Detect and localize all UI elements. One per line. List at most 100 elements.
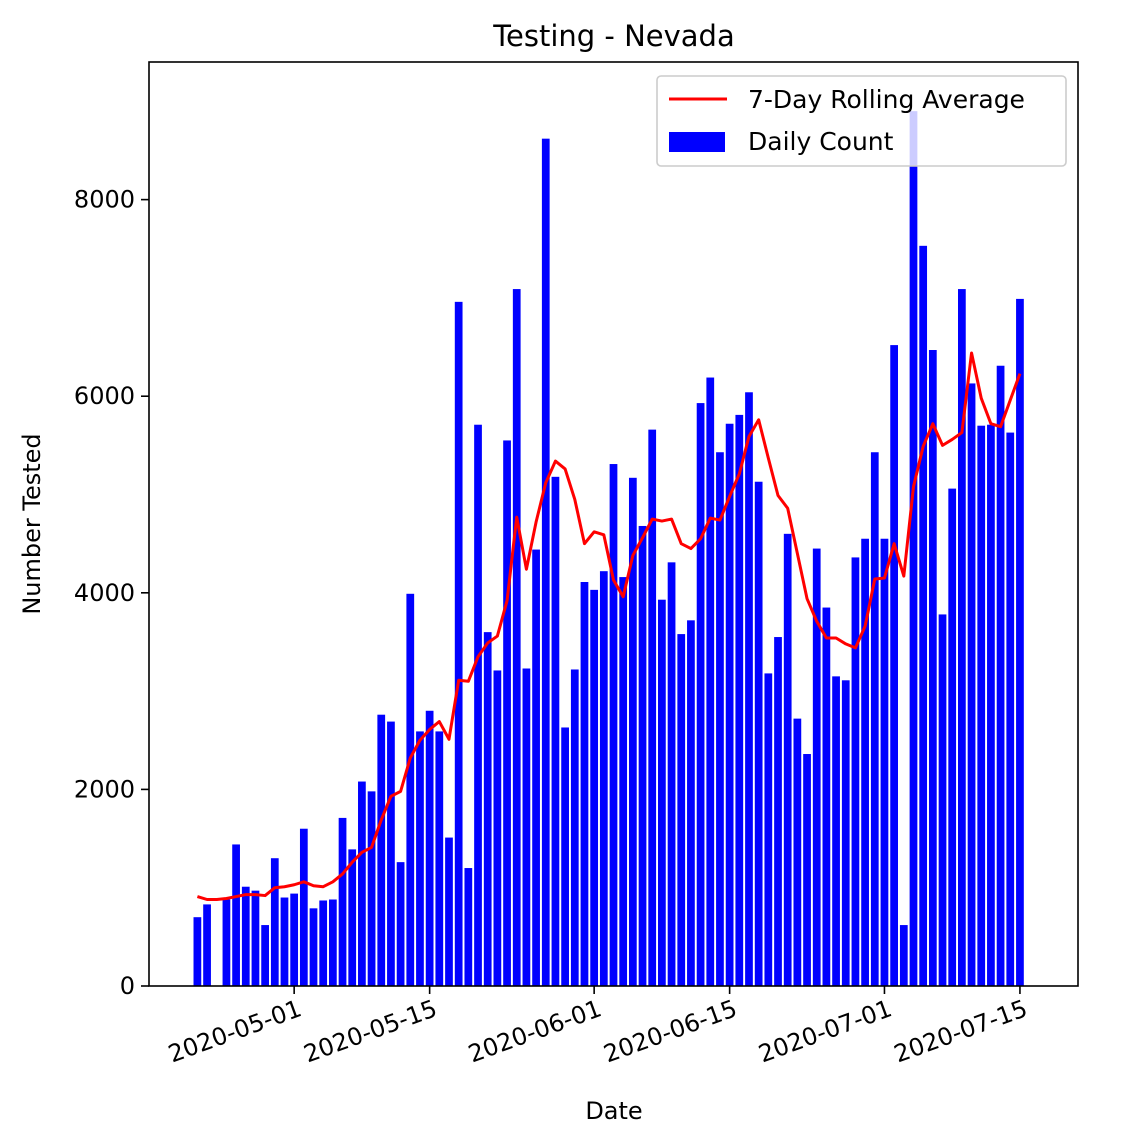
bar-daily-count <box>812 548 821 986</box>
legend: 7-Day Rolling Average Daily Count <box>656 75 1067 167</box>
bar-daily-count <box>416 731 424 986</box>
bar-daily-count <box>270 858 279 986</box>
bar-daily-count <box>628 477 637 986</box>
bar-daily-count <box>764 673 773 986</box>
bar-daily-count <box>358 781 366 986</box>
bar-daily-count <box>948 488 957 986</box>
bar-daily-count <box>203 904 211 986</box>
bar-daily-count <box>977 425 986 986</box>
bar-daily-count <box>928 350 937 986</box>
bar-daily-count <box>387 721 395 986</box>
bar-daily-count <box>938 614 947 986</box>
bar-daily-count <box>841 680 850 986</box>
bar-daily-count <box>774 637 782 986</box>
bar-daily-count <box>667 562 676 986</box>
bar-daily-count <box>706 377 715 986</box>
y-tick-label: 6000 <box>74 382 135 410</box>
bar-daily-count <box>958 289 966 986</box>
chart-title: Testing - Nevada <box>492 19 735 53</box>
bar-daily-count <box>919 245 928 986</box>
legend-bar-swatch <box>669 132 725 152</box>
bar-daily-count <box>899 925 908 986</box>
bar-daily-count <box>328 899 337 986</box>
bar-daily-count <box>696 403 705 987</box>
y-axis-label: Number Tested <box>18 433 46 614</box>
bar-daily-count <box>261 925 269 986</box>
bar-daily-count <box>658 599 666 986</box>
legend-label-daily-count: Daily Count <box>748 127 894 156</box>
bar-daily-count <box>870 452 879 986</box>
bar-daily-count <box>299 828 308 986</box>
bar-daily-count <box>541 138 550 987</box>
bar-daily-count <box>290 893 299 986</box>
daily-count-bars <box>193 111 1024 987</box>
legend-label-rolling-average: 7-Day Rolling Average <box>748 85 1025 114</box>
bar-daily-count <box>503 440 511 986</box>
bar-daily-count <box>222 899 231 986</box>
bar-daily-count <box>241 886 250 986</box>
y-tick-label: 2000 <box>74 775 135 803</box>
bar-daily-count <box>609 464 618 986</box>
bar-daily-count <box>377 714 386 986</box>
bar-daily-count <box>435 731 444 986</box>
y-axis: 0 2000 4000 6000 8000 <box>74 186 149 1000</box>
bar-daily-count <box>474 424 482 987</box>
bar-daily-count <box>396 862 405 986</box>
bar-daily-count <box>532 549 540 986</box>
bar-daily-count <box>880 538 889 986</box>
rolling-average-line <box>196 351 1022 901</box>
bar-daily-count <box>561 727 569 986</box>
bar-daily-count <box>551 476 560 986</box>
bar-daily-count <box>754 481 763 986</box>
bar-daily-count <box>580 582 589 986</box>
bar-daily-count <box>861 538 869 986</box>
y-tick-label: 8000 <box>74 186 135 214</box>
bar-daily-count <box>464 868 473 986</box>
bar-daily-count <box>822 607 831 986</box>
bar-daily-count <box>493 670 502 986</box>
bar-daily-count <box>996 365 1005 986</box>
bar-daily-count <box>445 837 453 986</box>
y-tick-label: 4000 <box>74 579 135 607</box>
y-tick-label: 0 <box>120 972 135 1000</box>
bar-daily-count <box>735 414 744 986</box>
bar-daily-count <box>725 423 734 986</box>
bar-daily-count <box>716 452 724 986</box>
bar-daily-count <box>619 577 628 986</box>
bar-daily-count <box>522 668 531 986</box>
bar-daily-count <box>890 345 898 987</box>
bar-daily-count <box>570 669 579 986</box>
bar-daily-count <box>1016 298 1024 986</box>
legend-box <box>656 75 1067 167</box>
bar-daily-count <box>319 900 328 986</box>
bar-daily-count <box>745 392 753 986</box>
bar-daily-count <box>1006 432 1015 987</box>
bar-daily-count <box>638 525 647 986</box>
bar-daily-count <box>599 571 608 986</box>
bar-daily-count <box>309 908 318 986</box>
x-axis-label: Date <box>585 1097 642 1125</box>
bar-daily-count <box>483 632 492 986</box>
plot-frame <box>148 61 1079 987</box>
bar-daily-count <box>851 557 860 986</box>
bar-daily-count <box>367 791 376 986</box>
bar-daily-count <box>967 383 976 986</box>
bar-daily-count <box>338 817 347 986</box>
bar-daily-count <box>832 676 840 986</box>
bar-daily-count <box>793 718 802 986</box>
bar-daily-count <box>648 429 657 986</box>
bar-daily-count <box>406 593 415 986</box>
bar-daily-count <box>193 917 202 986</box>
bar-daily-count <box>783 533 792 986</box>
bar-daily-count <box>348 849 357 986</box>
bar-daily-count <box>803 754 811 986</box>
bar-daily-count <box>987 424 995 987</box>
bar-daily-count <box>280 897 289 986</box>
bar-daily-count <box>677 634 686 986</box>
bar-daily-count <box>687 620 695 986</box>
bar-daily-count <box>512 289 521 986</box>
bar-daily-count <box>454 301 463 987</box>
bar-daily-count <box>425 710 434 986</box>
